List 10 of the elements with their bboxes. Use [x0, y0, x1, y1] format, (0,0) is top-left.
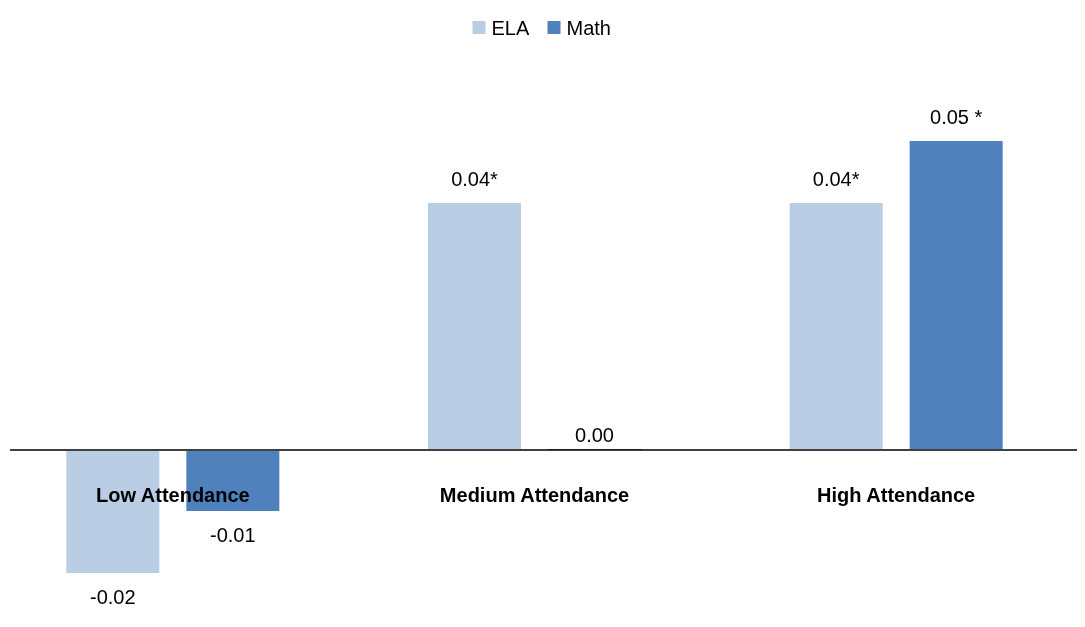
x-tick-label: High Attendance	[817, 484, 976, 506]
data-label: 0.04*	[812, 168, 860, 190]
x-tick-label: Medium Attendance	[439, 484, 630, 506]
data-label: 0.05 *	[930, 106, 983, 128]
data-label: 0.04*	[451, 168, 499, 190]
data-label: -0.01	[210, 524, 256, 546]
legend-label: Math	[566, 17, 611, 39]
legend-label: ELA	[491, 17, 530, 39]
data-label: 0.00	[575, 424, 614, 446]
data-label: -0.02	[90, 586, 136, 608]
